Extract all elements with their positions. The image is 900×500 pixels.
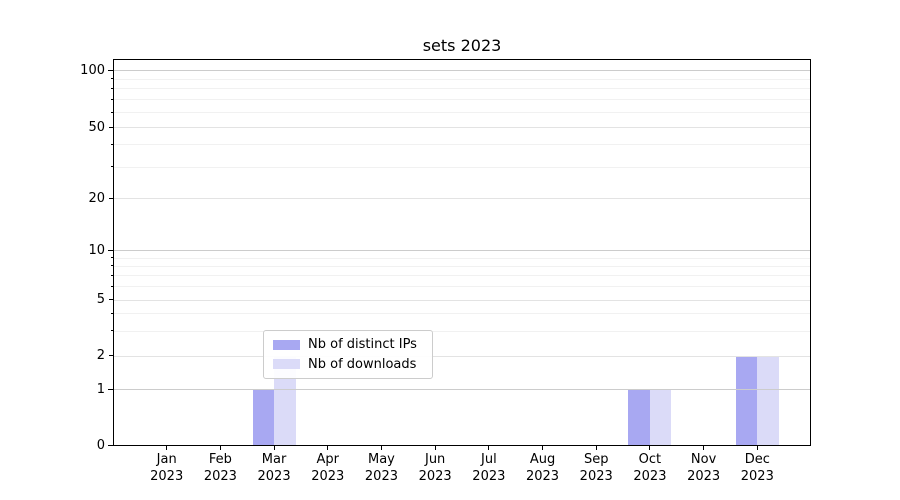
y-tick-mark [109, 197, 113, 199]
gridline [114, 250, 810, 251]
y-tick-mark [108, 69, 113, 71]
gridline [114, 299, 810, 301]
bar-distinct-ips-oct [628, 389, 650, 445]
y-tick-label: 100 [80, 62, 105, 78]
y-tick-label: 0 [96, 438, 105, 453]
x-tick-mark [434, 446, 436, 450]
legend-swatch-downloads [273, 359, 300, 370]
bar-downloads-dec [757, 355, 779, 445]
x-tick-mark [649, 446, 651, 450]
y-minor-tick-mark [110, 274, 113, 276]
gridline-minor [114, 78, 810, 80]
y-tick-mark [108, 388, 113, 390]
y-minor-tick-mark [110, 312, 113, 314]
x-tick-mark [273, 446, 275, 450]
y-minor-tick-mark [110, 111, 113, 113]
x-tick-label-dec: Dec 2023 [740, 452, 774, 484]
gridline-minor [114, 265, 810, 267]
gridline-minor [114, 313, 810, 315]
bar-distinct-ips-dec [735, 355, 758, 445]
y-tick-mark [109, 299, 113, 300]
gridline [114, 127, 810, 128]
x-tick-label-jul: Jul 2023 [472, 452, 506, 484]
gridline [114, 198, 810, 199]
legend-entry-downloads: Nb of downloads [273, 357, 423, 372]
gridline-minor [114, 144, 810, 146]
gridline [114, 389, 810, 390]
y-tick-mark [109, 126, 113, 128]
y-minor-tick-mark [110, 143, 113, 145]
y-tick-label: 1 [96, 381, 105, 397]
y-tick-mark [108, 249, 113, 251]
gridline-minor [114, 88, 810, 90]
x-tick-label-jan: Jan 2023 [150, 452, 184, 484]
gridline-minor [114, 330, 810, 332]
gridline [114, 70, 810, 71]
chart-title: sets 2023 [422, 36, 502, 55]
plot-area [113, 59, 811, 446]
y-tick-mark [108, 445, 113, 446]
y-tick-label: 5 [96, 292, 105, 307]
gridline [114, 355, 810, 357]
gridline-minor [114, 166, 810, 168]
gridline-minor [114, 99, 810, 101]
x-tick-label-apr: Apr 2023 [311, 452, 345, 484]
legend-label-downloads: Nb of downloads [308, 356, 417, 372]
y-minor-tick-mark [110, 330, 113, 332]
y-minor-tick-mark [110, 285, 113, 287]
x-tick-mark [166, 446, 168, 450]
x-tick-label-nov: Nov 2023 [687, 452, 721, 484]
x-tick-mark [756, 446, 758, 450]
gridline-minor [114, 112, 810, 113]
x-tick-mark [380, 446, 382, 450]
x-tick-label-feb: Feb 2023 [203, 452, 237, 484]
legend-entry-distinct-ips: Nb of distinct IPs [273, 337, 423, 352]
x-tick-mark [488, 446, 490, 450]
x-tick-label-sep: Sep 2023 [579, 452, 613, 484]
y-tick-label: 2 [96, 348, 105, 363]
x-tick-label-oct: Oct 2023 [633, 452, 667, 484]
bar-distinct-ips-mar [252, 389, 275, 445]
y-minor-tick-mark [110, 265, 113, 267]
y-minor-tick-mark [110, 257, 113, 259]
y-tick-label: 50 [88, 119, 105, 135]
legend-swatch-distinct-ips [273, 339, 300, 350]
bar-downloads-oct [649, 389, 672, 445]
x-tick-mark [703, 446, 705, 450]
y-tick-label: 20 [88, 190, 105, 206]
x-tick-mark [595, 446, 597, 450]
y-minor-tick-mark [110, 98, 113, 100]
y-tick-mark [109, 355, 113, 356]
y-minor-tick-mark [110, 87, 113, 89]
x-tick-label-jun: Jun 2023 [418, 452, 452, 484]
x-tick-mark [327, 446, 329, 450]
y-minor-tick-mark [110, 78, 113, 80]
gridline-minor [114, 257, 810, 259]
x-tick-label-mar: Mar 2023 [257, 452, 291, 484]
gridline-minor [114, 275, 810, 277]
y-tick-label: 10 [88, 242, 105, 258]
x-tick-label-may: May 2023 [364, 452, 398, 484]
legend: Nb of distinct IPs Nb of downloads [263, 330, 433, 379]
gridline-minor [114, 286, 810, 288]
x-tick-label-aug: Aug 2023 [525, 452, 560, 484]
y-minor-tick-mark [110, 166, 113, 168]
legend-label-distinct-ips: Nb of distinct IPs [308, 337, 417, 353]
x-tick-mark [542, 446, 544, 450]
x-tick-mark [219, 446, 221, 450]
